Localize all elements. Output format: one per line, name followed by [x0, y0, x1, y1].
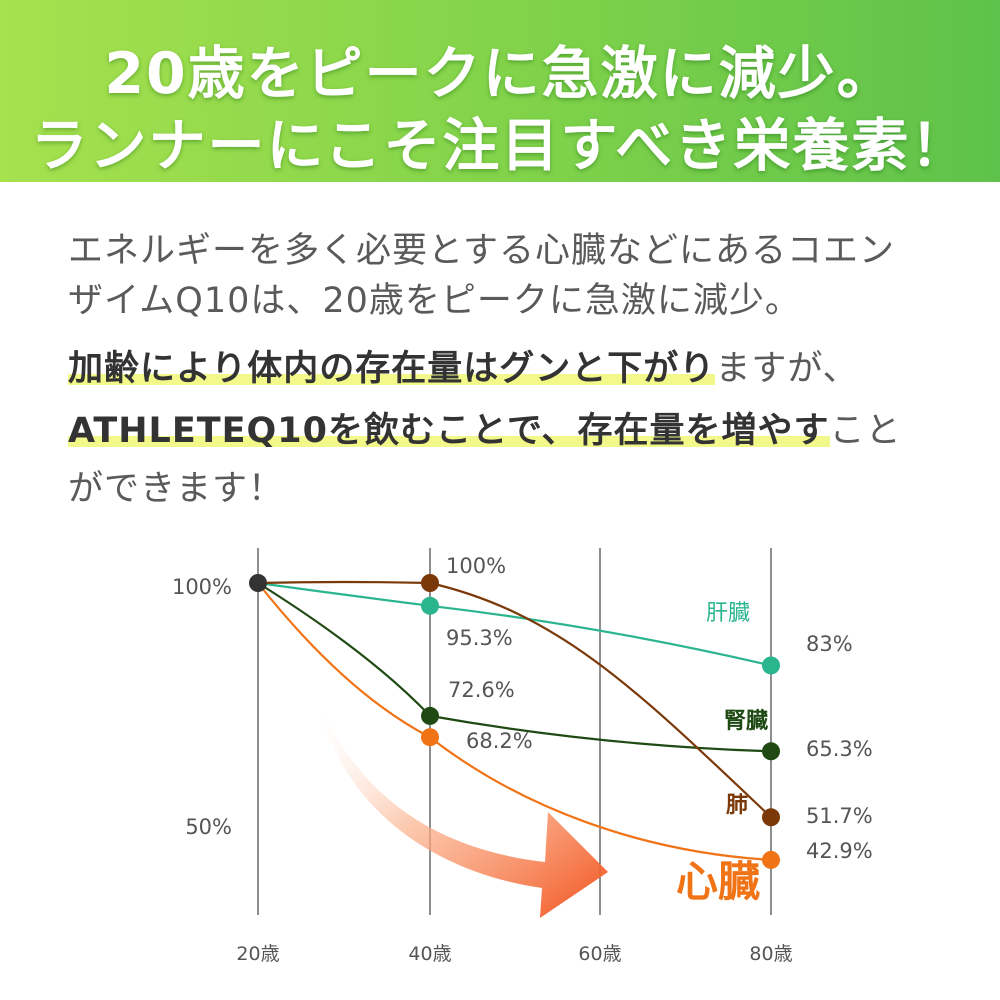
description-line-4: ATHLETEQ10を飲むことで、存在量を増やすこと [68, 402, 902, 453]
data-label: 83% [806, 632, 853, 656]
banner-headline-2: ランナーにこそ注目すべき栄養素！ [30, 113, 970, 179]
data-label: 100% [446, 554, 506, 578]
series-label-liver: 肝臓 [706, 601, 750, 626]
description-line-5: ができます！ [68, 469, 285, 509]
data-point-start [249, 574, 267, 592]
data-point [421, 706, 439, 725]
data-label: 42.9% [806, 839, 873, 863]
description-line-1: エネルギーを多く必要とする心臓などにあるコエン [68, 231, 895, 271]
series-line-1 [257, 581, 772, 667]
data-point [421, 574, 439, 592]
data-label: 68.2% [466, 729, 533, 753]
data-point [762, 742, 780, 761]
data-label: 72.6% [448, 678, 515, 702]
data-label: 65.3% [806, 737, 873, 761]
highlight-text: 加齢により体内の存在量はグンと下がり [68, 349, 716, 389]
decline-arrow-icon [318, 700, 608, 918]
y-tick-label: 50% [185, 815, 232, 839]
highlight-text: ATHLETEQ10を飲むことで、存在量を増やす [68, 411, 830, 451]
header-banner: 20歳をピークに急激に減少。 ランナーにこそ注目すべき栄養素！ [0, 0, 1000, 182]
data-point [762, 656, 780, 675]
x-tick-label: 40歳 [408, 943, 451, 965]
data-point [421, 596, 439, 615]
data-point [421, 728, 439, 747]
data-label: 51.7% [806, 804, 873, 828]
series-line-3 [257, 580, 772, 819]
plain-text: ますが、 [715, 349, 859, 389]
series-label-heart: 心臓 [676, 857, 760, 906]
data-point [762, 808, 780, 827]
series-line-4 [257, 582, 772, 862]
description-line-3: 加齢により体内の存在量はグンと下がりますが、 [68, 340, 859, 391]
data-point [762, 850, 780, 869]
y-tick-label: 100% [172, 575, 232, 599]
series-line-2 [257, 582, 772, 753]
banner-headline-1: 20歳をピークに急激に減少。 [104, 41, 896, 107]
series-label-lung: 肺 [726, 793, 748, 818]
series-label-kidney: 腎臓 [724, 709, 768, 734]
data-label: 95.3% [446, 626, 513, 650]
description-line-2: ザイムQ10は、20歳をピークに急激に減少。 [68, 281, 801, 321]
x-tick-label: 20歳 [236, 943, 279, 965]
plain-text: こと [829, 411, 902, 451]
x-tick-label: 60歳 [578, 943, 621, 965]
x-tick-label: 80歳 [749, 943, 792, 965]
